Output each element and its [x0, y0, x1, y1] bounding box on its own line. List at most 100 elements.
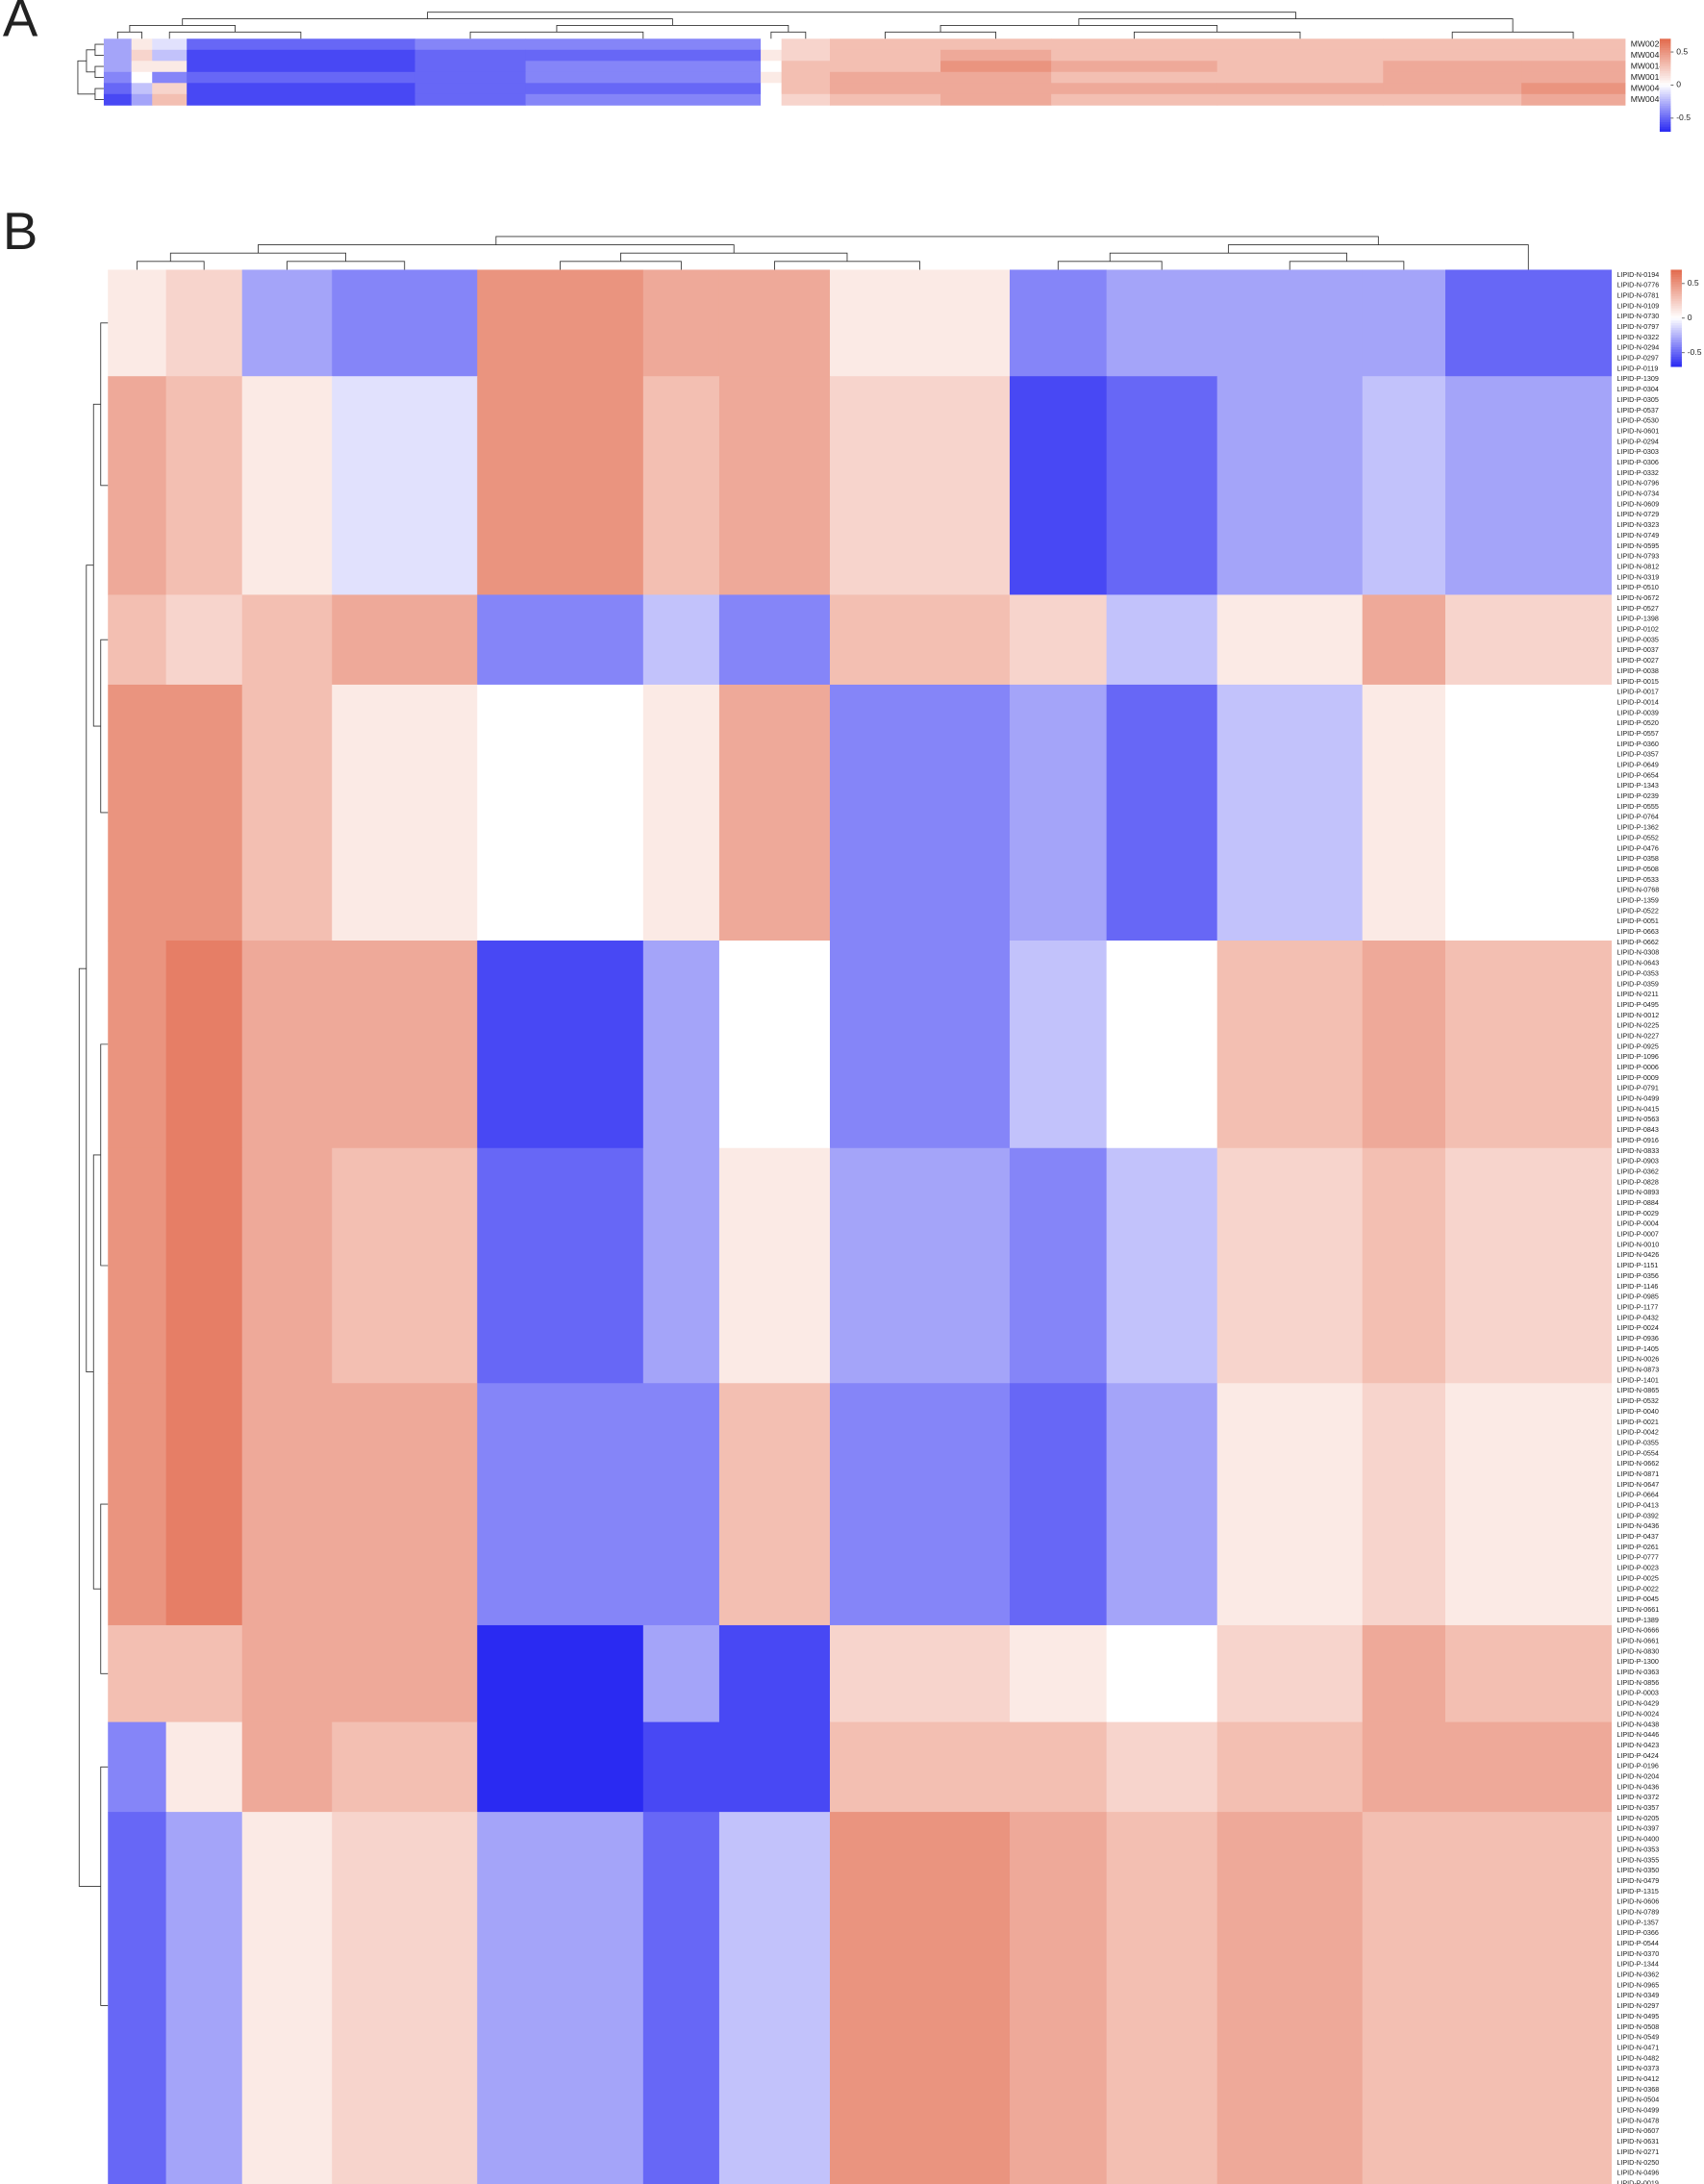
row-label: LIPID-P-0552: [1616, 833, 1659, 841]
row-label: LIPID-N-0297: [1616, 2001, 1659, 2010]
heatmap-cell: [829, 71, 941, 84]
row-label: LIPID-P-1309: [1616, 374, 1659, 383]
row-label: LIPID-P-0357: [1616, 750, 1659, 759]
heatmap-cell: [241, 1812, 333, 2184]
heatmap-cell: [718, 1383, 831, 1626]
heatmap-cell: [1362, 376, 1446, 595]
heatmap-cell: [1051, 93, 1218, 106]
row-label: LIPID-P-0029: [1616, 1209, 1659, 1218]
heatmap-cell: [1383, 71, 1522, 84]
colorbar-step: [1659, 89, 1671, 93]
heatmap-cell: [103, 83, 133, 95]
row-label: LIPID-P-0353: [1616, 968, 1659, 977]
heatmap-cell: [152, 83, 188, 95]
heatmap-cell: [1106, 376, 1218, 595]
dendrogram-branch: [770, 31, 807, 39]
row-label: LIPID-N-0370: [1616, 1949, 1659, 1958]
colorbar-step: [1659, 50, 1671, 54]
colorbar-step: [1670, 311, 1682, 314]
colorbar-step: [1659, 55, 1671, 58]
row-label: LIPID-N-0499: [1616, 1094, 1659, 1103]
row-label: LIPID-N-0400: [1616, 1835, 1659, 1844]
row-label: LIPID-N-0436: [1616, 1521, 1659, 1530]
row-label: LIPID-N-0595: [1616, 541, 1659, 550]
heatmap-cell: [414, 61, 527, 73]
heatmap-cell: [1362, 1147, 1446, 1384]
row-label: LIPID-N-0478: [1616, 2116, 1659, 2124]
row-label: LIPID-P-0392: [1616, 1511, 1659, 1519]
row-label: LIPID-P-1398: [1616, 615, 1659, 623]
row-label: LIPID-P-1315: [1616, 1887, 1659, 1895]
dendrogram-branch: [560, 261, 682, 270]
heatmap-cell: [642, 1624, 720, 1723]
row-label: LIPID-P-0303: [1616, 447, 1659, 456]
heatmap-cell: [1362, 1383, 1446, 1626]
row-label: LIPID-P-1362: [1616, 823, 1659, 832]
row-label: LIPID-N-0423: [1616, 1741, 1659, 1749]
heatmap-cell: [241, 594, 333, 686]
heatmap-cell: [108, 1624, 167, 1723]
row-label: LIPID-P-0437: [1616, 1532, 1659, 1541]
row-label: LIPID-N-0436: [1616, 1782, 1659, 1791]
row-label: LIPID-P-0508: [1616, 865, 1659, 873]
colorbar-step: [1670, 279, 1682, 283]
heatmap-cell: [642, 684, 720, 941]
row-label: LIPID-N-0479: [1616, 1876, 1659, 1885]
heatmap-cell: [829, 269, 1011, 377]
row-label: LIPID-N-0549: [1616, 2033, 1659, 2042]
dendrogram-branch: [129, 25, 236, 33]
dendrogram-branch: [86, 565, 94, 1372]
colorbar-step: [1659, 119, 1671, 123]
row-label: LIPID-N-0873: [1616, 1366, 1659, 1374]
row-label: LIPID-P-0305: [1616, 395, 1659, 404]
row-label: LIPID-P-0791: [1616, 1084, 1659, 1092]
heatmap-cell: [332, 376, 478, 595]
heatmap-cell: [1216, 1147, 1364, 1384]
row-label: LIPID-P-0304: [1616, 385, 1659, 393]
heatmap-cell: [165, 269, 243, 377]
row-label: LIPID-N-0109: [1616, 301, 1659, 310]
row-label: LIPID-N-0482: [1616, 2053, 1659, 2062]
heatmap-cell: [829, 93, 941, 106]
row-label: LIPID-N-0729: [1616, 510, 1659, 518]
row-label: LIPID-N-0631: [1616, 2137, 1659, 2146]
row-label: LIPID-P-0532: [1616, 1396, 1659, 1405]
heatmap-cell: [1445, 1812, 1613, 2184]
row-label: LIPID-P-0510: [1616, 583, 1659, 591]
heatmap-cell: [642, 1812, 720, 2184]
heatmap-cell: [332, 941, 478, 1149]
row-label: LIPID-P-0884: [1616, 1198, 1659, 1207]
dendrogram-branch: [495, 236, 1379, 245]
colorbar-step: [1659, 94, 1671, 97]
heatmap-cell: [718, 1624, 831, 1723]
heatmap-cell: [525, 49, 762, 62]
heatmap-cell: [1106, 684, 1218, 941]
heatmap-cell: [829, 684, 1011, 941]
heatmap-cell: [165, 941, 243, 1149]
row-label: LIPID-N-0415: [1616, 1104, 1659, 1113]
colorbar-step: [1670, 277, 1682, 280]
row-label: LIPID-N-0606: [1616, 1897, 1659, 1906]
heatmap-cell: [1009, 1624, 1108, 1723]
colorbar-step: [1670, 308, 1682, 312]
heatmap-cell: [477, 594, 644, 686]
row-label: MW0015: [1631, 72, 1665, 82]
dendrogram-branch: [116, 31, 142, 39]
row-label: LIPID-N-0504: [1616, 2096, 1659, 2104]
heatmap-cell: [829, 38, 941, 51]
row-label: LIPID-N-0661: [1616, 1605, 1659, 1614]
row-label: LIPID-P-0476: [1616, 843, 1659, 852]
heatmap-cell: [332, 269, 478, 377]
heatmap-cell: [1009, 684, 1108, 941]
dendrogram-branch: [100, 639, 109, 814]
row-label: LIPID-P-0916: [1616, 1136, 1659, 1144]
heatmap-cell: [642, 941, 720, 1149]
heatmap-cell: [642, 1383, 720, 1626]
row-label: LIPID-N-0225: [1616, 1021, 1659, 1030]
colorbar-step: [1670, 274, 1682, 278]
row-label: LIPID-P-0356: [1616, 1271, 1659, 1280]
row-label: LIPID-N-0397: [1616, 1824, 1659, 1833]
heatmap-cell: [477, 269, 644, 377]
heatmap-cell: [642, 269, 720, 377]
heatmap-cell: [241, 269, 333, 377]
